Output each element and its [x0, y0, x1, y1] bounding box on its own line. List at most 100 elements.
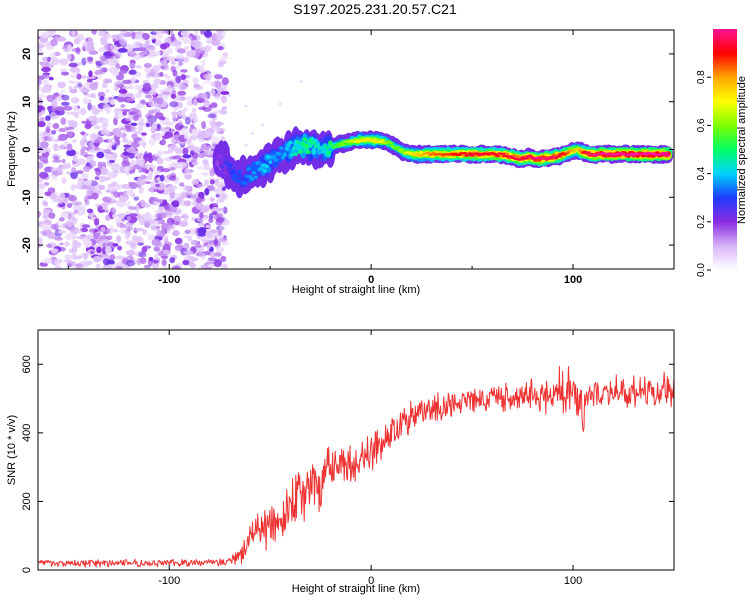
snr-x-label: Height of straight line (km): [292, 583, 420, 595]
noise-cell: [66, 220, 74, 228]
noise-cell: [210, 89, 216, 96]
noise-cell: [86, 79, 93, 83]
noise-cell: [102, 246, 107, 255]
noise-cell: [178, 221, 189, 227]
ridge-cell: [320, 149, 326, 154]
noise-cell: [174, 147, 183, 155]
ridge-cell: [237, 169, 242, 174]
ridge-cell: [664, 151, 669, 154]
noise-cell: [41, 56, 49, 62]
noise-cell: [123, 144, 132, 148]
noise-cell: [218, 60, 225, 67]
noise-cell: [54, 92, 59, 97]
noise-cell: [155, 225, 161, 230]
spectrogram-ridge: [212, 126, 674, 199]
noise-cell: [209, 179, 215, 185]
y-tick-label: 10: [21, 96, 33, 108]
ridge-cell: [253, 175, 259, 180]
noise-cell: [126, 215, 131, 222]
noise-cell: [38, 149, 47, 154]
noise-cell: [88, 115, 95, 122]
noise-cell: [83, 184, 92, 190]
noise-cell: [41, 61, 49, 69]
noise-cell: [120, 30, 128, 34]
noise-cell: [50, 130, 57, 135]
spectrogram-y-axis: -20 -10 0 10 20: [21, 48, 674, 253]
snr-y-axis: 0 200 400 600: [21, 355, 674, 573]
colorbar-scale: [713, 29, 737, 270]
noise-cell: [142, 82, 152, 90]
noise-cell: [71, 167, 77, 173]
noise-cell: [142, 229, 148, 235]
noise-cell: [191, 159, 197, 163]
noise-cell: [167, 206, 178, 212]
noise-cell: [164, 30, 173, 34]
noise-cell: [131, 141, 140, 148]
noise-cell: [118, 70, 128, 75]
noise-cell: [65, 111, 76, 115]
noise-cell: [69, 67, 80, 73]
noise-cell: [137, 47, 147, 52]
noise-cell: [164, 63, 170, 72]
noise-cell: [156, 107, 162, 111]
noise-cell: [122, 197, 128, 201]
noise-cell: [173, 211, 178, 215]
spectrogram-y-label: Frequency (Hz): [6, 111, 18, 187]
noise-cell: [63, 259, 72, 263]
noise-cell: [180, 30, 191, 38]
ridge-cell: [529, 156, 535, 159]
noise-cell: [162, 199, 168, 206]
ridge-cell: [475, 152, 480, 155]
noise-cell: [93, 256, 102, 263]
noise-cell: [97, 191, 103, 195]
noise-cell: [130, 242, 137, 250]
y-tick-label: 20: [21, 48, 33, 60]
y-tick-label: -10: [21, 189, 33, 205]
noise-cell: [148, 256, 154, 262]
ridge-cell: [262, 169, 268, 173]
x-tick-label: 100: [564, 575, 582, 587]
noise-cell: [213, 259, 222, 268]
noise-cell: [194, 244, 202, 248]
noise-cell: [150, 87, 158, 96]
noise-cell: [90, 250, 95, 254]
noise-cell: [97, 241, 104, 247]
noise-cell: [182, 79, 189, 83]
noise-cell: [86, 208, 94, 214]
noise-cell: [184, 229, 191, 234]
noise-cell: [56, 36, 67, 42]
ridge-cell: [500, 152, 506, 155]
noise-cell: [96, 246, 102, 254]
noise-cell: [77, 177, 84, 182]
noise-cell: [134, 92, 142, 99]
noise-cell: [220, 255, 227, 262]
noise-cell: [151, 65, 160, 73]
noise-cell: [172, 106, 179, 111]
noise-cell: [220, 91, 230, 95]
noise-cell: [87, 102, 92, 111]
noise-cell: [88, 148, 96, 153]
noise-cell: [112, 213, 117, 219]
ridge-cell: [400, 151, 406, 154]
noise-cell: [137, 125, 144, 132]
ridge-cell: [230, 170, 235, 175]
noise-cell: [183, 215, 189, 221]
noise-cell: [72, 154, 78, 163]
noise-cell: [153, 246, 160, 252]
noise-cell: [87, 56, 94, 62]
noise-cell: [190, 150, 195, 156]
noise-cell: [214, 252, 222, 257]
ridge-cell: [379, 141, 384, 144]
y-tick-label: 0: [21, 567, 33, 573]
noise-cell: [190, 257, 199, 261]
ridge-cell: [246, 167, 251, 171]
ridge-cell: [462, 152, 467, 155]
noise-cell: [137, 103, 144, 109]
noise-cell: [95, 204, 100, 208]
ridge-cell: [215, 152, 220, 156]
noise-cell: [187, 49, 196, 58]
noise-cell: [134, 54, 142, 60]
noise-cell: [172, 230, 180, 237]
x-tick-label: 0: [368, 575, 374, 587]
noise-cell: [40, 116, 45, 123]
